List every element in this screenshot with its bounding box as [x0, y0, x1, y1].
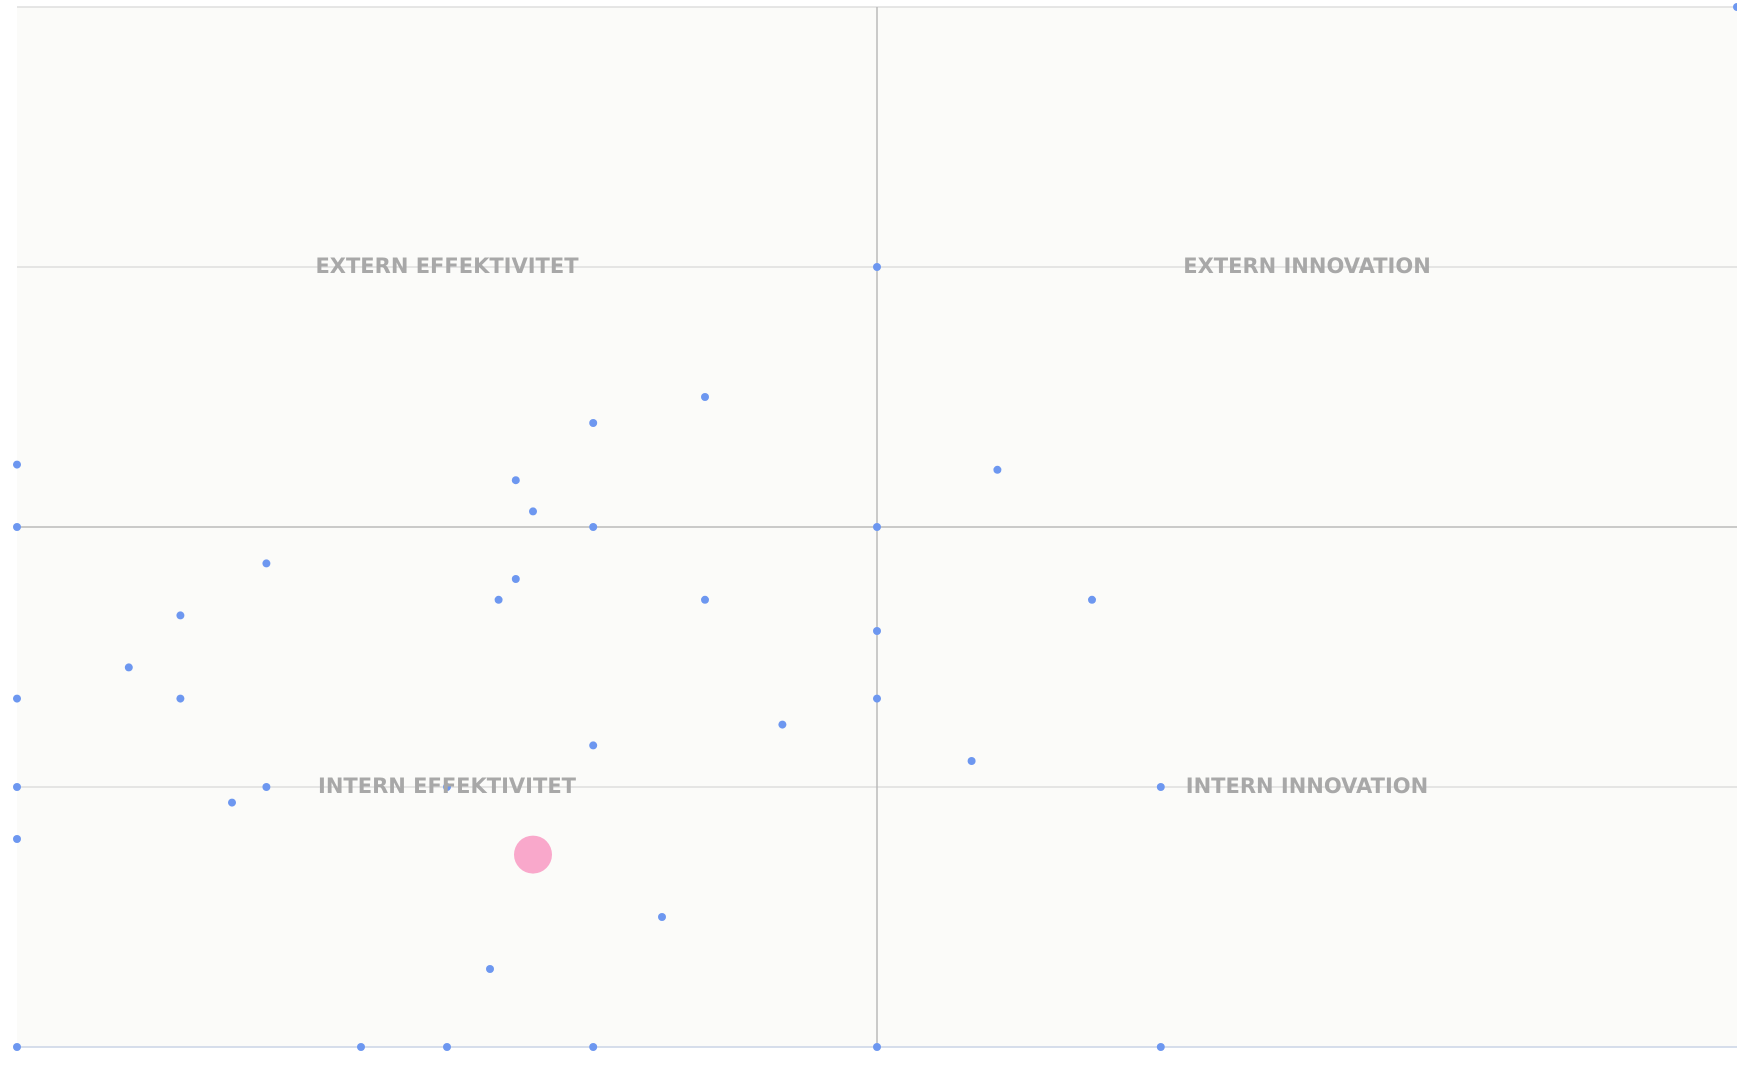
data-point: [873, 694, 881, 703]
data-point: [443, 783, 451, 791]
data-point: [529, 507, 537, 516]
data-point: [701, 393, 709, 401]
data-point: [701, 595, 709, 604]
data-point: [873, 627, 881, 635]
quadrant-label: INTERN EFFEKTIVITET: [318, 774, 577, 798]
quadrant-label: EXTERN EFFEKTIVITET: [315, 254, 579, 278]
data-point: [13, 460, 21, 469]
data-point: [993, 465, 1002, 474]
data-point: [873, 263, 881, 271]
quadrant-label: INTERN INNOVATION: [1186, 774, 1428, 798]
data-point: [1733, 3, 1737, 11]
data-point: [1088, 595, 1096, 604]
data-point: [778, 720, 787, 729]
data-point: [486, 965, 494, 973]
data-point: [228, 798, 236, 807]
data-point: [658, 913, 666, 921]
data-point: [13, 835, 21, 843]
data-point: [443, 1043, 451, 1051]
data-point: [262, 783, 271, 791]
data-point: [589, 741, 598, 750]
data-point: [873, 1043, 881, 1051]
quadrant-label: EXTERN INNOVATION: [1183, 254, 1431, 278]
data-point: [124, 663, 133, 672]
data-point: [176, 694, 185, 703]
data-point: [494, 595, 503, 604]
data-point: [967, 757, 976, 765]
data-point: [873, 523, 881, 531]
data-point: [511, 575, 520, 583]
data-point: [589, 1043, 598, 1051]
data-point: [1156, 1043, 1165, 1051]
data-point: [13, 1043, 21, 1051]
data-point: [13, 783, 21, 791]
data-point: [589, 419, 598, 427]
data-point: [13, 523, 21, 531]
data-point: [1156, 783, 1165, 791]
data-point: [514, 835, 552, 874]
data-point: [176, 611, 185, 620]
data-point: [357, 1043, 365, 1051]
data-point: [262, 559, 271, 568]
data-point: [511, 476, 520, 485]
data-point: [13, 694, 21, 703]
data-point: [589, 523, 598, 531]
